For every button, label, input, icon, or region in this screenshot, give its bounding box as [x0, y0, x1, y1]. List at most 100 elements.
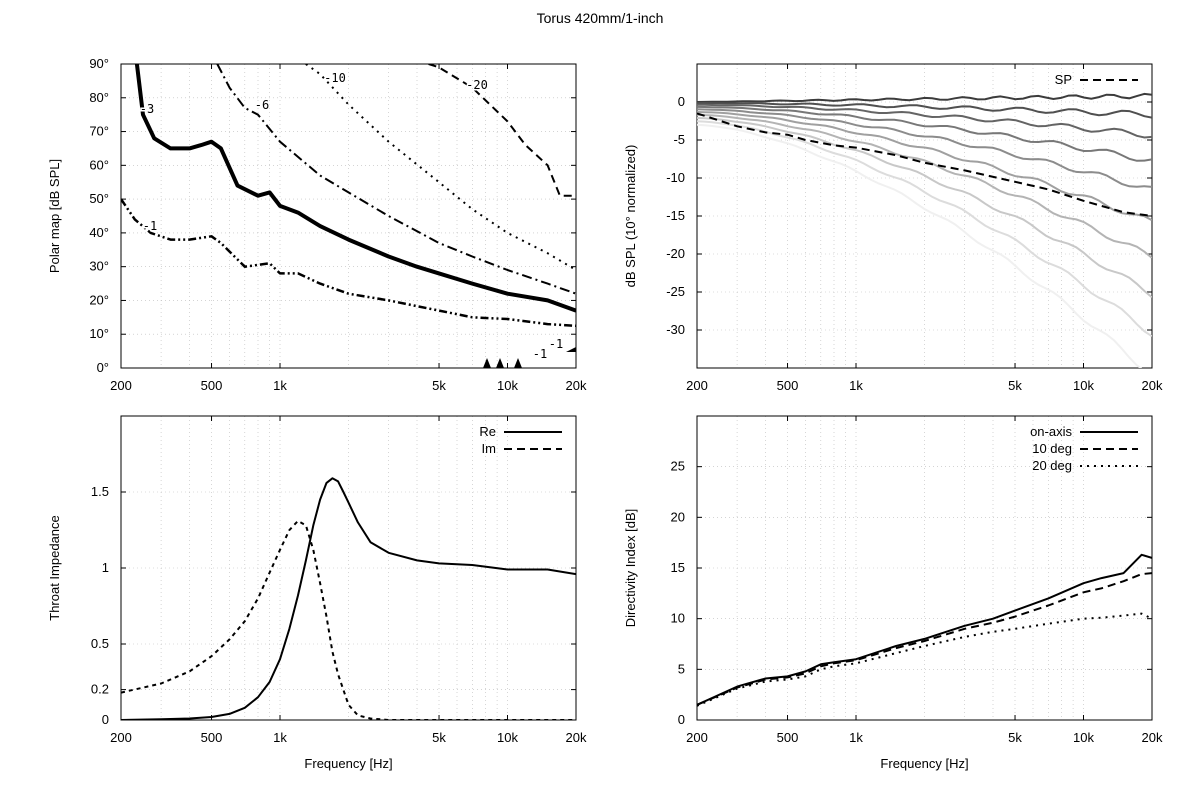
x-tick-label: 20k [1142, 730, 1163, 745]
panel-polar-map: 0° 10° 20° 30° 40° 50° 60° 70° 80° 90° 200 500 1k 5k 1… [47, 56, 587, 393]
series-line-Re [121, 477, 576, 720]
off-axis-curve-20 [697, 103, 1152, 139]
off-axis-curve-10 [697, 101, 1152, 119]
x-tick-label: 5k [432, 378, 446, 393]
grid [697, 416, 1152, 721]
y-tick-label: 0.5 [91, 636, 109, 651]
y-tick-label: 90° [89, 56, 109, 71]
y-axis-label: dB SPL (10° normalized) [623, 145, 638, 288]
y-tick-label: -25 [666, 284, 685, 299]
y-tick-label: -30 [666, 322, 685, 337]
contour-label: -3 [140, 102, 154, 116]
y-tick-label: 10° [89, 326, 109, 341]
x-tick-label: 200 [686, 378, 708, 393]
x-tick-label: 5k [432, 730, 446, 745]
contour-blob [496, 358, 504, 368]
plot-frame [120, 63, 577, 369]
off-axis-curve-70 [697, 117, 1152, 299]
y-tick-label: 70° [89, 124, 109, 139]
contour-blob [483, 358, 491, 368]
legend-label: 10 deg [1032, 441, 1072, 456]
x-tick-label: 200 [110, 378, 132, 393]
x-axis-label: Frequency [Hz] [880, 756, 968, 771]
y-tick-label: 5 [678, 661, 685, 676]
series-line-SP [697, 112, 1152, 217]
x-tick-label: 10k [1073, 730, 1094, 745]
y-tick-label: 15 [671, 560, 685, 575]
panel-directivity-index: 0 5 10 15 20 25 200 500 1k 5k 10k 20k Directivity In… [623, 415, 1163, 771]
x-tick-label: 500 [777, 378, 799, 393]
y-tick-label: 0 [678, 712, 685, 727]
y-tick-label: 80° [89, 90, 109, 105]
series-line--1 [121, 198, 576, 328]
y-tick-label: 1.5 [91, 484, 109, 499]
series-line--3 [134, 64, 576, 313]
y-tick-label: 1 [102, 560, 109, 575]
y-axis-label: Directivity Index [dB] [623, 509, 638, 628]
y-axis-label: Polar map [dB SPL] [47, 159, 62, 273]
y-tick-label: -5 [673, 132, 685, 147]
y-tick-label: 25 [671, 459, 685, 474]
legend-label: SP [1055, 72, 1072, 87]
x-tick-label: 5k [1008, 378, 1022, 393]
x-tick-label: 1k [273, 378, 287, 393]
y-tick-label: -20 [666, 246, 685, 261]
y-tick-label: 10 [671, 611, 685, 626]
figure-title: Torus 420mm/1-inch [537, 10, 664, 26]
off-axis-curve-40 [697, 108, 1152, 188]
x-tick-label: 10k [497, 378, 518, 393]
series-line-10 deg [697, 572, 1152, 706]
grid [121, 63, 576, 369]
y-tick-label: 20° [89, 292, 109, 307]
plot-area [697, 553, 1152, 707]
x-tick-label: 10k [497, 730, 518, 745]
x-tick-label: 1k [849, 378, 863, 393]
x-tick-label: 200 [110, 730, 132, 745]
y-tick-label: 0 [102, 712, 109, 727]
series-line-on-axis [697, 553, 1152, 706]
y-tick-label: 20 [671, 509, 685, 524]
grid [121, 416, 576, 721]
x-tick-label: 20k [1142, 378, 1163, 393]
contour-label: -6 [255, 98, 269, 112]
off-axis-curve-50 [697, 111, 1152, 222]
legend-label: Re [479, 424, 496, 439]
off-axis-curves [697, 92, 1152, 368]
contour-label: -1 [533, 347, 547, 361]
x-tick-label: 10k [1073, 378, 1094, 393]
x-tick-label: 1k [849, 730, 863, 745]
y-tick-label: -10 [666, 170, 685, 185]
contour-label: -1 [549, 337, 563, 351]
y-tick-label: 60° [89, 157, 109, 172]
x-tick-label: 5k [1008, 730, 1022, 745]
series-line--6 [216, 64, 576, 295]
panel-throat-impedance: 0 0.2 0.5 1 1.5 200 500 1k 5k 10k 20k Throat Impeda… [47, 415, 587, 771]
x-tick-label: 20k [566, 378, 587, 393]
plot-area [121, 477, 576, 720]
off-axis-curve-90 [697, 123, 1143, 368]
x-tick-label: 500 [777, 730, 799, 745]
off-axis-curve-30 [697, 105, 1152, 162]
x-tick-label: 200 [686, 730, 708, 745]
x-tick-label: 20k [566, 730, 587, 745]
x-tick-label: 500 [201, 378, 223, 393]
contour-blob [566, 347, 576, 352]
contour-blob [514, 358, 522, 368]
series-line-Im [121, 519, 576, 720]
y-axis-label: Throat Impedance [47, 515, 62, 621]
y-tick-label: -15 [666, 208, 685, 223]
panel-normalized-spl: 0 -5 -10 -15 -20 -25 -30 200 500 1k 5k 10k 20k dB SPL… [623, 63, 1163, 393]
plot-area [697, 92, 1152, 368]
series-line-20 deg [697, 612, 1152, 707]
x-tick-label: 500 [201, 730, 223, 745]
x-tick-label: 1k [273, 730, 287, 745]
x-axis-label: Frequency [Hz] [304, 756, 392, 771]
y-tick-label: 0 [678, 94, 685, 109]
off-axis-curve-0 [697, 92, 1152, 103]
contour-label: -1 [143, 219, 157, 233]
y-tick-label: 40° [89, 225, 109, 240]
off-axis-curve-60 [697, 113, 1152, 259]
contour-label: -20 [466, 78, 488, 92]
series-line--20 [428, 64, 576, 197]
